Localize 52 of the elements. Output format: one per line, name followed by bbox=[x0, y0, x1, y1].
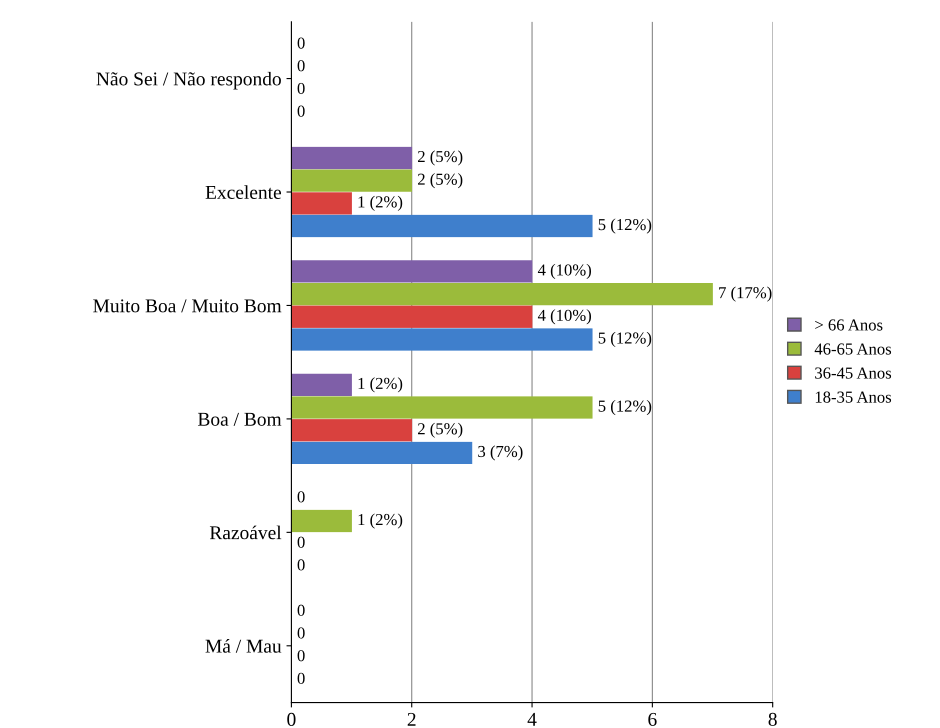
data-label: 1 (2%) bbox=[358, 196, 402, 211]
y-tick-label: Razoável bbox=[210, 526, 282, 540]
data-label: 0 bbox=[298, 672, 305, 684]
data-label: 5 (12%) bbox=[598, 400, 652, 416]
legend-label: 36-45 Anos bbox=[815, 367, 892, 379]
legend-label: > 66 Anos bbox=[815, 319, 882, 331]
data-label: 0 bbox=[298, 82, 305, 94]
data-label: 1 (2%) bbox=[358, 377, 402, 392]
x-tick-label: 4 bbox=[528, 712, 537, 726]
y-tick-label: Não Sei / Não respondo bbox=[96, 72, 281, 90]
y-tick-label: Excelente bbox=[206, 185, 281, 199]
data-label: 2 (5%) bbox=[418, 150, 462, 166]
bar bbox=[291, 306, 532, 328]
bar bbox=[291, 442, 472, 464]
x-tick-label: 2 bbox=[408, 712, 416, 726]
data-label: 2 (5%) bbox=[418, 422, 462, 438]
data-label: 0 bbox=[298, 491, 305, 502]
y-tick-label: Muito Boa / Muito Bom bbox=[93, 299, 282, 312]
data-label: 7 (17%) bbox=[719, 286, 772, 302]
data-label: 1 (2%) bbox=[358, 513, 402, 529]
data-label: 0 bbox=[298, 60, 305, 72]
bar bbox=[291, 192, 352, 214]
x-tick-label: 0 bbox=[287, 712, 296, 726]
data-label: 0 bbox=[298, 37, 305, 49]
data-label: 0 bbox=[298, 627, 305, 639]
bar bbox=[291, 328, 593, 351]
data-label: 0 bbox=[298, 106, 305, 117]
data-label: 2 (5%) bbox=[418, 173, 462, 188]
bar bbox=[291, 170, 412, 192]
bar bbox=[291, 214, 593, 238]
x-tick-label: 8 bbox=[768, 712, 777, 726]
x-tick-label: 6 bbox=[648, 712, 657, 726]
data-label: 4 (10%) bbox=[538, 309, 592, 324]
bar bbox=[291, 419, 412, 442]
bar bbox=[291, 260, 532, 283]
bar bbox=[291, 146, 412, 170]
legend-label: 18-35 Anos bbox=[816, 391, 892, 403]
data-label: 0 bbox=[298, 650, 305, 662]
data-label: 0 bbox=[298, 604, 305, 616]
bar bbox=[291, 396, 593, 419]
data-label: 3 (7%) bbox=[478, 445, 523, 460]
bar bbox=[291, 374, 352, 396]
data-label: 0 bbox=[298, 559, 305, 571]
bar bbox=[291, 510, 352, 532]
y-tick-label: Boa / Bom bbox=[198, 412, 282, 426]
data-label: 0 bbox=[298, 536, 305, 548]
legend-label: 46-65 Anos bbox=[814, 343, 892, 355]
data-label: 5 (12%) bbox=[598, 332, 652, 348]
data-label: 5 (12%) bbox=[598, 218, 652, 234]
data-label: 4 (10%) bbox=[538, 264, 592, 279]
y-tick-label: Má / Mau bbox=[206, 639, 282, 653]
bar bbox=[291, 282, 713, 306]
